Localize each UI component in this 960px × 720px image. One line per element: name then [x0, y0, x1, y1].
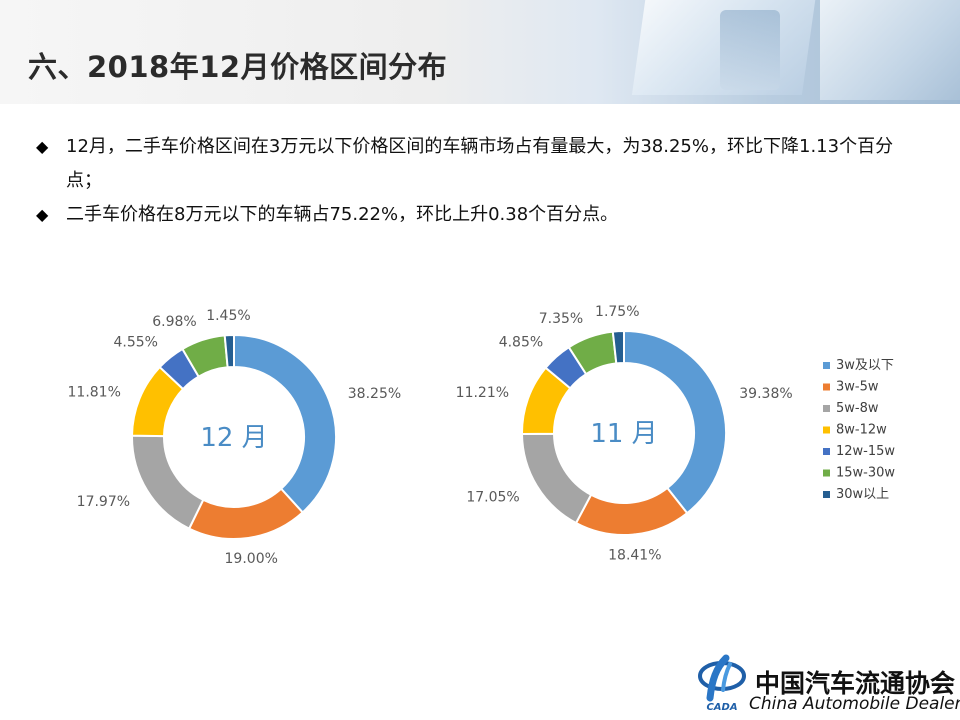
bullet-text: 12月，二手车价格区间在3万元以下价格区间的车辆市场占有量最大，为38.25%，…	[66, 136, 894, 191]
legend-swatch	[823, 491, 830, 498]
donut-slice	[520, 432, 593, 525]
data-label: 39.38%	[739, 386, 792, 402]
donut-chart: 38.25% 19.00% 17.97% 11.81% 4.55% 6.98% 1.45% 1…	[68, 308, 402, 567]
cada-logo-icon: CADA	[698, 654, 746, 713]
donut-slice	[611, 329, 625, 365]
data-label: 19.00%	[225, 551, 278, 567]
donut-chart: 39.38% 18.41% 17.05% 11.21% 4.85% 7.35% 1.75% 1…	[456, 304, 793, 563]
data-label: 4.85%	[499, 335, 543, 351]
legend-label: 15w-30w	[836, 466, 895, 481]
legend-swatch	[823, 362, 830, 369]
data-label: 1.75%	[595, 304, 639, 320]
data-label: 18.41%	[608, 548, 661, 564]
logo-text: CADA	[706, 702, 737, 713]
donut-slice	[623, 329, 727, 515]
legend-swatch	[823, 469, 830, 477]
donut-slice	[131, 434, 205, 530]
header-banner: 六、2018年12月价格区间分布	[0, 0, 960, 104]
donut-slice	[223, 333, 235, 369]
data-label: 1.45%	[206, 308, 250, 324]
donut-slice	[574, 486, 689, 536]
data-label: 6.98%	[152, 314, 196, 330]
bullet-item: ◆ 二手车价格在8万元以下的车辆占75.22%，环比上升0.38个百分点。	[36, 198, 926, 232]
summary-bullets: ◆ 12月，二手车价格区间在3万元以下价格区间的车辆市场占有量最大，为38.25…	[36, 130, 926, 232]
legend-label: 5w-8w	[836, 401, 879, 416]
banner-decoration	[820, 0, 960, 100]
legend-swatch	[823, 448, 830, 455]
data-label: 38.25%	[348, 386, 401, 402]
legend-label: 8w-12w	[836, 423, 887, 438]
data-label: 11.81%	[68, 384, 121, 400]
data-label: 7.35%	[539, 311, 583, 327]
org-name-cn: 中国汽车流通协会	[755, 669, 956, 698]
org-name-en: China Automobile Dealers	[749, 694, 960, 714]
data-label: 17.05%	[466, 489, 519, 505]
data-label: 11.21%	[456, 385, 509, 401]
data-label: 4.55%	[114, 335, 158, 351]
legend-label: 3w-5w	[836, 380, 879, 395]
legend-swatch	[823, 426, 830, 434]
chart-center-label: 11 月	[590, 419, 657, 449]
diamond-icon: ◆	[36, 137, 49, 156]
data-label: 17.97%	[77, 494, 130, 510]
bullet-item: ◆ 12月，二手车价格区间在3万元以下价格区间的车辆市场占有量最大，为38.25…	[36, 130, 926, 198]
bullet-text: 二手车价格在8万元以下的车辆占75.22%，环比上升0.38个百分点。	[66, 204, 619, 225]
page-title: 六、2018年12月价格区间分布	[28, 50, 448, 84]
legend-label: 3w及以下	[836, 358, 894, 373]
legend-label: 12w-15w	[836, 444, 895, 459]
legend-label: 30w以上	[836, 487, 889, 502]
donut-slice	[187, 487, 305, 540]
legend-swatch	[823, 405, 830, 412]
chart-center-label: 12 月	[200, 423, 267, 453]
donut-slice	[233, 333, 337, 514]
banner-decoration	[720, 10, 780, 90]
donut-charts: 38.25% 19.00% 17.97% 11.81% 4.55% 6.98% 1.45% 1…	[68, 304, 896, 567]
chart-legend: 3w及以下 3w-5w 5w-8w 8w-12w 12w-15w 15w-30w 30w以上	[823, 358, 895, 502]
diamond-icon: ◆	[36, 205, 49, 224]
legend-swatch	[823, 383, 830, 391]
